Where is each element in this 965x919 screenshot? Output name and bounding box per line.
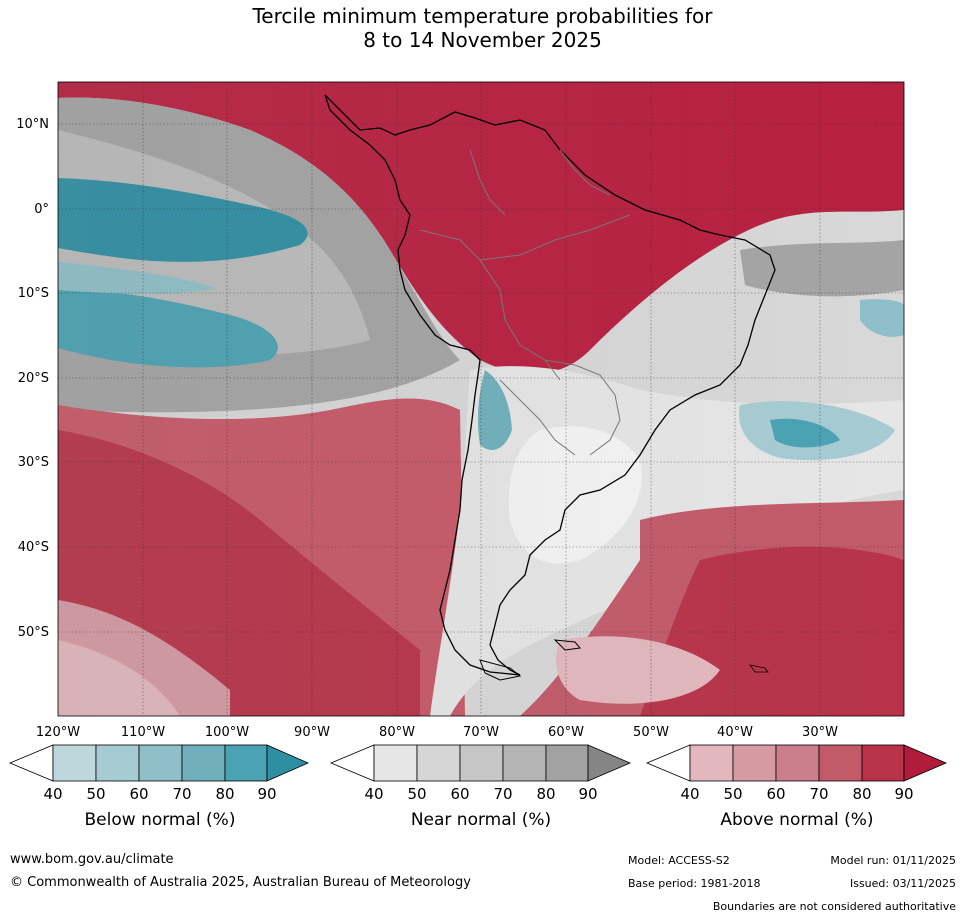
model-run-date: Model run: 01/11/2025 — [830, 854, 956, 867]
below-colorbar-start-triangle — [8, 744, 54, 782]
lon-label: 40°W — [717, 725, 753, 740]
probability-map — [58, 82, 904, 716]
near-colorbar-end-triangle — [587, 744, 632, 782]
colorbar-titles: Below normal (%) Near normal (%) Above n… — [85, 810, 874, 830]
chart-title: Tercile minimum temperature probabilitie… — [0, 4, 965, 52]
lat-label: 10°S — [18, 286, 49, 301]
near-tick: 50 — [407, 785, 426, 803]
above-colorbar-segment — [732, 744, 777, 782]
near-colorbar-start-triangle — [329, 744, 375, 782]
falkland-islands — [553, 639, 581, 651]
lat-label: 20°S — [18, 371, 49, 386]
colorbar-tick-labels: 40 50 60 70 80 90 40 50 60 70 80 90 40 5… — [43, 785, 913, 803]
below-colorbar-segment — [181, 744, 226, 782]
above-colorbar-segment — [775, 744, 820, 782]
issued-date: Issued: 03/11/2025 — [849, 877, 956, 890]
above-colorbar-segment — [689, 744, 734, 782]
near-tick: 90 — [578, 785, 597, 803]
lon-label: 60°W — [548, 725, 584, 740]
south-georgia — [749, 664, 769, 673]
boundary-line — [469, 149, 506, 216]
base-period: Base period: 1981-2018 — [628, 877, 761, 890]
lat-label: 40°S — [18, 540, 49, 555]
lon-label: 90°W — [294, 725, 330, 740]
near-colorbar-segment — [416, 744, 461, 782]
above-tick: 50 — [723, 785, 742, 803]
near-tick: 70 — [493, 785, 512, 803]
above-normal-label: Above normal (%) — [720, 810, 873, 830]
lat-label: 0° — [34, 202, 49, 217]
below-colorbar-segment — [224, 744, 268, 782]
below-colorbar-end-triangle — [266, 744, 309, 782]
boundary-line — [544, 359, 621, 456]
lon-label: 100°W — [205, 725, 249, 740]
colorbar-below — [8, 744, 309, 782]
below-normal-label: Below normal (%) — [85, 810, 236, 830]
latitude-labels: 10°N 0° 10°S 20°S 30°S 40°S 50°S — [16, 117, 49, 640]
model-name: Model: ACCESS-S2 — [628, 854, 730, 867]
near-colorbar-segment — [459, 744, 504, 782]
tierra-del-fuego — [479, 659, 522, 681]
above-tick: 80 — [852, 785, 871, 803]
below-tick: 40 — [43, 785, 62, 803]
longitude-labels: 120°W 110°W 100°W 90°W 80°W 70°W 60°W 50… — [36, 725, 838, 740]
lon-label: 110°W — [121, 725, 165, 740]
below-colorbar-segment — [95, 744, 140, 782]
below-colorbar-segment — [52, 744, 97, 782]
near-tick: 80 — [536, 785, 555, 803]
near-colorbar-segment — [545, 744, 589, 782]
colorbar-near — [329, 744, 632, 782]
lat-label: 30°S — [18, 455, 49, 470]
near-colorbar-segment — [502, 744, 547, 782]
near-tick: 40 — [364, 785, 383, 803]
website-link[interactable]: www.bom.gov.au/climate — [10, 852, 174, 867]
near-tick: 60 — [450, 785, 469, 803]
boundary-line — [559, 149, 611, 196]
title-line-1: Tercile minimum temperature probabilitie… — [252, 4, 713, 28]
below-tick: 80 — [215, 785, 234, 803]
above-tick: 90 — [894, 785, 913, 803]
near-colorbar-segment — [373, 744, 418, 782]
south-america-coastline — [324, 94, 776, 676]
above-colorbar-segment — [861, 744, 905, 782]
below-tick: 70 — [172, 785, 191, 803]
boundary-line — [499, 379, 576, 456]
lon-label: 30°W — [802, 725, 838, 740]
national-boundaries — [419, 149, 631, 456]
lat-label: 50°S — [18, 625, 49, 640]
below-tick: 90 — [257, 785, 276, 803]
lon-label: 50°W — [633, 725, 669, 740]
title-line-2: 8 to 14 November 2025 — [363, 28, 602, 52]
colorbar-above — [645, 744, 948, 782]
below-colorbar-segment — [138, 744, 183, 782]
above-tick: 70 — [809, 785, 828, 803]
copyright-text: © Commonwealth of Australia 2025, Austra… — [10, 875, 471, 890]
lon-label: 120°W — [36, 725, 80, 740]
above-colorbar-end-triangle — [903, 744, 948, 782]
boundary-line — [479, 214, 631, 261]
map-frame — [57, 81, 905, 717]
above-colorbar-segment — [818, 744, 863, 782]
boundary-line — [419, 229, 561, 381]
below-tick: 60 — [129, 785, 148, 803]
near-normal-label: Near normal (%) — [411, 810, 551, 830]
lat-label: 10°N — [16, 117, 49, 132]
above-tick: 60 — [766, 785, 785, 803]
above-colorbar-start-triangle — [645, 744, 691, 782]
boundaries-disclaimer: Boundaries are not considered authoritat… — [712, 900, 956, 913]
lon-label: 70°W — [463, 725, 499, 740]
graticule — [58, 82, 904, 716]
below-tick: 50 — [86, 785, 105, 803]
above-tick: 40 — [680, 785, 699, 803]
lon-label: 80°W — [379, 725, 415, 740]
